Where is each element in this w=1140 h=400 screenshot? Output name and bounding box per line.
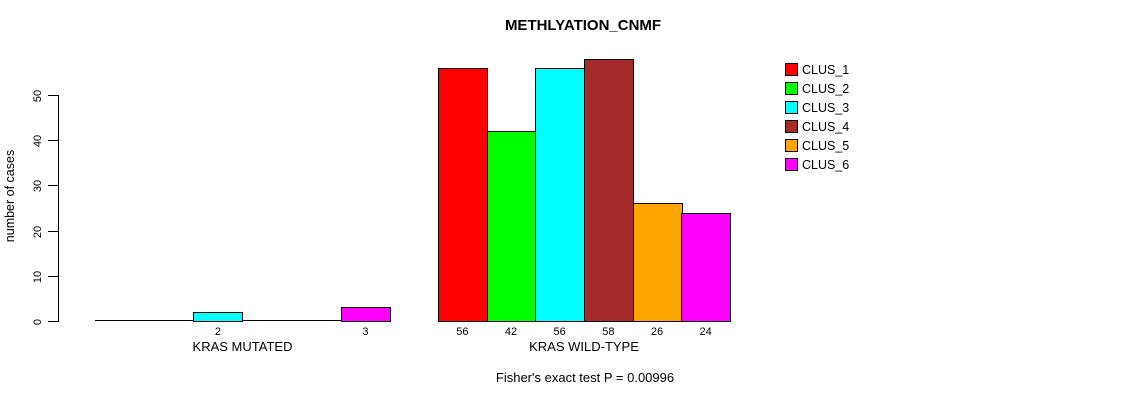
bar-clus_6-wildtype [681,213,731,322]
bar-clus_6-mutated [341,307,391,322]
legend-label: CLUS_4 [802,119,850,134]
bar-clus_5-wildtype [633,203,683,322]
y-axis-line [58,95,59,322]
legend-swatch [785,120,798,133]
legend-swatch [785,63,798,76]
bar-clus_1-wildtype [438,68,488,322]
bar-value-label: 3 [362,326,369,338]
y-tick-label: 0 [32,318,44,325]
bar-value-label: 56 [553,326,566,338]
legend-item-clus_6: CLUS_6 [785,155,849,174]
y-axis-label: number of cases [3,149,17,243]
legend-label: CLUS_6 [802,157,850,172]
legend-swatch [785,82,798,95]
legend-label: CLUS_5 [802,138,850,153]
bar-value-label: 56 [456,326,469,338]
y-tick [48,231,58,232]
bar-clus_2-wildtype [487,131,537,322]
group-label-kras-mutated: KRAS MUTATED [192,339,293,354]
y-tick-label: 10 [32,270,44,283]
bar-value-label: 58 [602,326,615,338]
y-tick-label: 30 [32,179,44,192]
legend-item-clus_4: CLUS_4 [785,117,849,136]
bar-clus_3-wildtype [535,68,585,322]
legend-swatch [785,101,798,114]
bar-value-label: 42 [504,326,518,338]
legend-label: CLUS_2 [802,81,850,96]
legend-item-clus_5: CLUS_5 [785,136,849,155]
y-tick [48,140,58,141]
legend-item-clus_2: CLUS_2 [785,79,849,98]
y-tick [48,321,58,322]
legend-label: CLUS_3 [802,100,850,115]
legend-label: CLUS_1 [802,62,850,77]
legend-item-clus_3: CLUS_3 [785,98,849,117]
bar-clus_3-mutated [193,312,243,322]
legend: CLUS_1 CLUS_2 CLUS_3 CLUS_4 CLUS_5 CLUS_6 [785,60,849,174]
fisher-test-annotation: Fisher's exact test P = 0.00996 [495,370,675,385]
group-label-kras-wild-type: KRAS WILD-TYPE [529,339,639,354]
y-tick [48,95,58,96]
y-tick [48,185,58,186]
bar-clus_4-wildtype [584,59,634,322]
legend-swatch [785,139,798,152]
bar-value-label: 2 [214,326,221,338]
legend-swatch [785,158,798,171]
y-tick-label: 20 [32,225,44,238]
y-tick [48,276,58,277]
y-tick-label: 50 [32,89,44,102]
bar-value-label: 26 [650,326,664,338]
legend-item-clus_1: CLUS_1 [785,60,849,79]
bar-value-label: 24 [699,326,712,338]
y-tick-label: 40 [32,134,44,147]
chart-title: METHLYATION_CNMF [504,17,662,34]
